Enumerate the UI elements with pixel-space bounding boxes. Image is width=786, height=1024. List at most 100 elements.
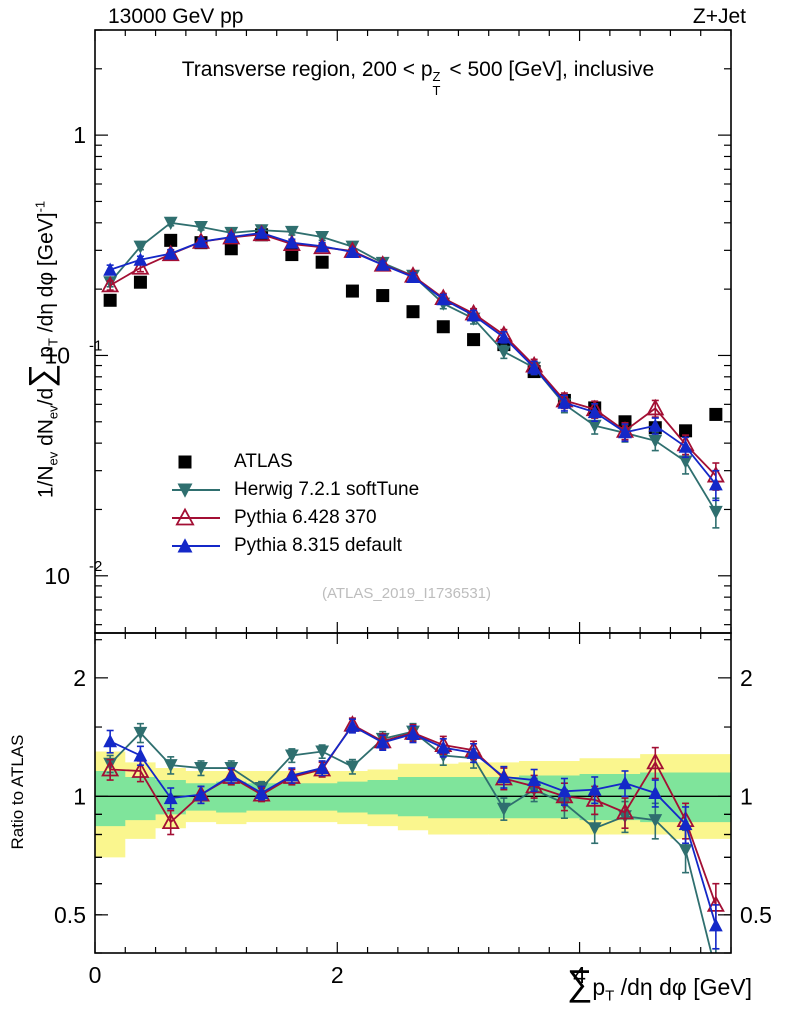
y-tick-label-ratio-right: 1: [740, 783, 753, 809]
marker-triangle-down: [708, 505, 723, 520]
marker-triangle-down: [345, 760, 360, 774]
legend-marker: [170, 478, 222, 502]
legend-item[interactable]: Pythia 8.315 default: [170, 532, 419, 560]
xlab-p: p: [592, 974, 606, 1000]
marker-square: [345, 284, 359, 298]
marker-triangle-up: [375, 257, 390, 271]
marker-square: [679, 424, 693, 438]
marker-triangle-up: [587, 404, 602, 419]
legend-item[interactable]: Herwig 7.2.1 softTune: [170, 476, 419, 504]
legend-symbol: [178, 455, 192, 469]
marker-triangle-up: [194, 234, 208, 248]
marker-triangle-up: [406, 726, 420, 741]
marker-square: [133, 275, 147, 289]
marker-triangle-down: [133, 240, 148, 254]
marker-triangle-down: [587, 822, 602, 836]
header-left-beam-label: 13000 GeV pp: [108, 5, 244, 28]
marker-triangle-up: [224, 229, 239, 243]
marker-triangle-down: [648, 814, 663, 828]
analysis-id-watermark: (ATLAS_2019_I1736531): [322, 585, 492, 602]
marker-triangle-up: [345, 718, 360, 732]
legend-symbol: [175, 507, 195, 526]
legend-label: ATLAS: [234, 451, 293, 472]
title-post: < 500 [GeV], inclusive: [443, 58, 655, 81]
legend-glyph: [177, 538, 193, 553]
x-tick-label: 4: [573, 962, 586, 988]
marker-triangle-down: [194, 762, 208, 776]
legend-glyph: [177, 483, 193, 498]
marker-triangle-down: [496, 802, 511, 816]
title-sub-t: T: [432, 83, 441, 98]
marker-triangle-up: [618, 775, 632, 790]
legend-glyph: [178, 455, 192, 469]
marker-triangle-up: [103, 734, 118, 748]
marker-triangle-up-open: [646, 398, 665, 416]
marker-triangle-down: [648, 434, 663, 448]
marker-triangle-up: [678, 816, 693, 831]
legend: ATLAS Herwig 7.2.1 softTune Pythia 6.428 3…: [170, 448, 419, 560]
marker-triangle-up-open: [131, 761, 150, 778]
title-pre: Transverse region, 200 < p: [181, 58, 433, 81]
marker-triangle-up-open: [585, 790, 604, 807]
marker-triangle-up: [527, 360, 542, 374]
marker-triangle-up: [436, 740, 451, 754]
marker-triangle-up: [345, 244, 360, 258]
marker-square: [709, 407, 723, 421]
legend-symbol: [177, 538, 193, 553]
x-tick-label: 2: [331, 962, 344, 988]
marker-square: [436, 320, 450, 334]
marker-triangle-up: [133, 748, 148, 762]
marker-triangle-up: [224, 768, 239, 782]
legend-item[interactable]: ATLAS: [170, 448, 419, 476]
marker-triangle-down: [284, 749, 299, 763]
marker-triangle-up: [496, 769, 511, 783]
y-tick-label-ratio-right: 2: [740, 665, 753, 691]
xlab-p-sub: T: [605, 987, 615, 1005]
legend-item[interactable]: Pythia 6.428 370: [170, 504, 419, 532]
marker-square: [406, 305, 420, 319]
marker-triangle-down: [678, 455, 693, 469]
y-tick-label-ratio: 1: [73, 783, 86, 809]
marker-triangle-up: [587, 782, 602, 796]
legend-symbol: [177, 483, 193, 498]
marker-square: [315, 255, 329, 269]
marker-triangle-up-open: [101, 759, 120, 777]
y-tick-label-ratio: 2: [73, 665, 86, 691]
series-atlas: [103, 228, 723, 438]
marker-triangle-up: [648, 785, 663, 799]
y-tick-label-ratio: 0.5: [54, 902, 86, 928]
ratio-series-pythia-8-315-default: [103, 718, 723, 950]
marker-triangle-up: [163, 790, 178, 805]
ratio-panel-frame: [94, 632, 732, 954]
marker-triangle-down: [496, 345, 511, 359]
marker-triangle-down: [315, 745, 330, 759]
marker-triangle-down: [163, 759, 178, 773]
y-tick-exponent-main: -1: [89, 337, 102, 354]
marker-triangle-up: [557, 395, 572, 409]
marker-square: [103, 293, 117, 307]
marker-triangle-down: [284, 225, 299, 240]
y-tick-label-main: 1: [73, 122, 86, 148]
title-sup-z: Z: [432, 69, 441, 84]
marker-triangle-up: [708, 918, 723, 932]
marker-triangle-up: [163, 246, 178, 260]
legend-glyph: [175, 507, 195, 526]
marker-triangle-down: [678, 844, 693, 858]
marker-square: [285, 248, 299, 262]
marker-triangle-up: [496, 330, 511, 344]
legend-label: Pythia 8.315 default: [234, 535, 402, 556]
marker-triangle-up: [103, 262, 118, 276]
marker-triangle-up-open: [161, 812, 180, 830]
ratio-uncertainty-band-inner: [95, 770, 731, 827]
marker-triangle-up: [618, 425, 632, 439]
y-tick-label-main: 10: [44, 563, 70, 589]
header-right-process-label: Z+Jet: [692, 5, 746, 28]
marker-square: [224, 242, 238, 256]
y-tick-exponent-main: -2: [89, 558, 102, 575]
marker-triangle-up: [315, 760, 330, 775]
series-pythia-8-315-default: [103, 225, 723, 502]
marker-triangle-up-open: [615, 802, 635, 820]
